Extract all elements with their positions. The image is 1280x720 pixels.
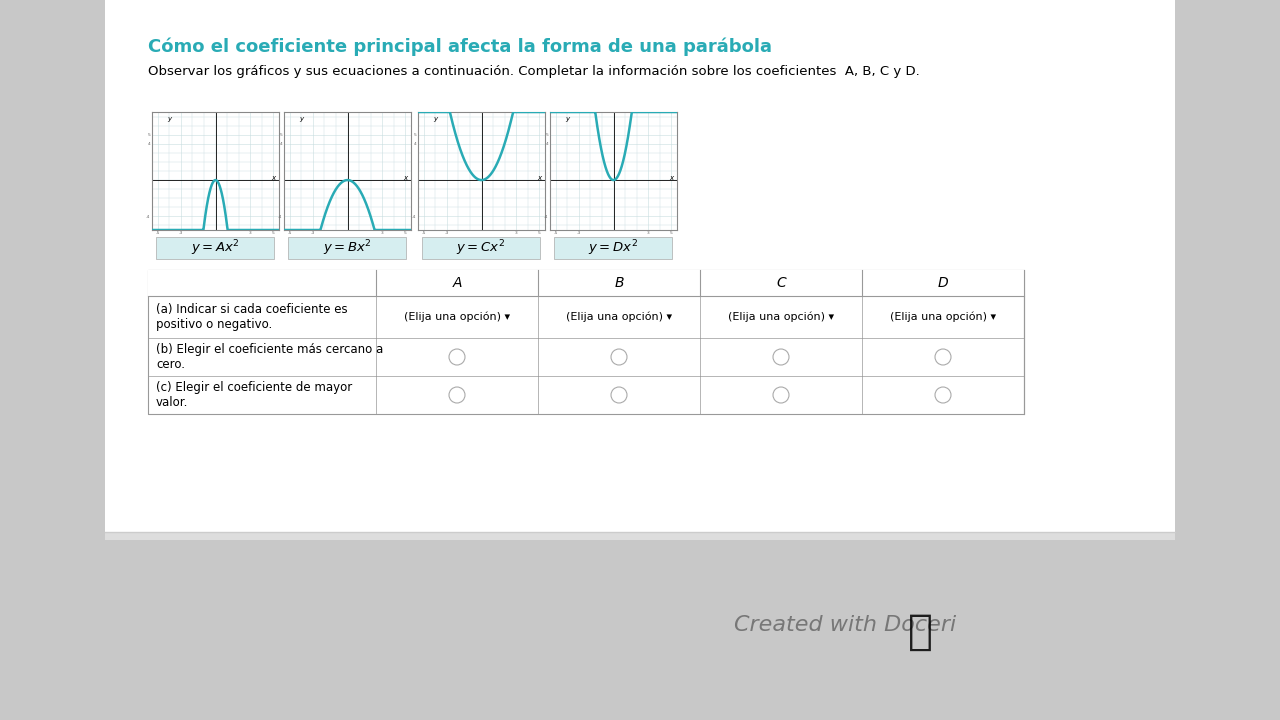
- Text: (b) Elegir el coeficiente más cercano a
cero.: (b) Elegir el coeficiente más cercano a …: [156, 343, 383, 371]
- Bar: [288, 237, 406, 259]
- Text: $y=Cx^2$: $y=Cx^2$: [457, 238, 506, 258]
- Bar: [554, 237, 672, 259]
- Bar: [148, 270, 1024, 296]
- Text: y: y: [433, 115, 438, 122]
- Text: (Elija una opción) ▾: (Elija una opción) ▾: [404, 312, 509, 323]
- Text: (Elija una opción) ▾: (Elija una opción) ▾: [890, 312, 996, 323]
- Text: $y=Bx^2$: $y=Bx^2$: [323, 238, 371, 258]
- Bar: [0, 540, 1280, 720]
- Text: D: D: [938, 276, 948, 290]
- Text: Observar los gráficos y sus ecuaciones a continuación. Completar la información : Observar los gráficos y sus ecuaciones a…: [148, 65, 920, 78]
- Text: x: x: [271, 174, 275, 181]
- Text: (a) Indicar si cada coeficiente es
positivo o negativo.: (a) Indicar si cada coeficiente es posit…: [156, 303, 348, 331]
- Text: x: x: [669, 174, 673, 181]
- Text: Cómo el coeficiente principal afecta la forma de una parábola: Cómo el coeficiente principal afecta la …: [148, 38, 772, 56]
- Text: (Elija una opción) ▾: (Elija una opción) ▾: [566, 312, 672, 323]
- Text: (c) Elegir el coeficiente de mayor
valor.: (c) Elegir el coeficiente de mayor valor…: [156, 381, 352, 409]
- Text: $y=Dx^2$: $y=Dx^2$: [588, 238, 637, 258]
- Text: y: y: [566, 115, 570, 122]
- Text: A: A: [452, 276, 462, 290]
- Text: (Elija una opción) ▾: (Elija una opción) ▾: [728, 312, 835, 323]
- Bar: [148, 270, 1024, 414]
- Text: y: y: [168, 115, 172, 122]
- Bar: [422, 237, 540, 259]
- Bar: [105, 532, 1175, 540]
- Bar: [105, 0, 1175, 540]
- Text: x: x: [538, 174, 541, 181]
- Text: x: x: [403, 174, 407, 181]
- Text: Created with Doceri: Created with Doceri: [733, 615, 956, 635]
- Text: C: C: [776, 276, 786, 290]
- Text: $y=Ax^2$: $y=Ax^2$: [191, 238, 239, 258]
- Text: 👋: 👋: [908, 611, 933, 653]
- Text: y: y: [300, 115, 303, 122]
- Bar: [156, 237, 274, 259]
- Text: B: B: [614, 276, 623, 290]
